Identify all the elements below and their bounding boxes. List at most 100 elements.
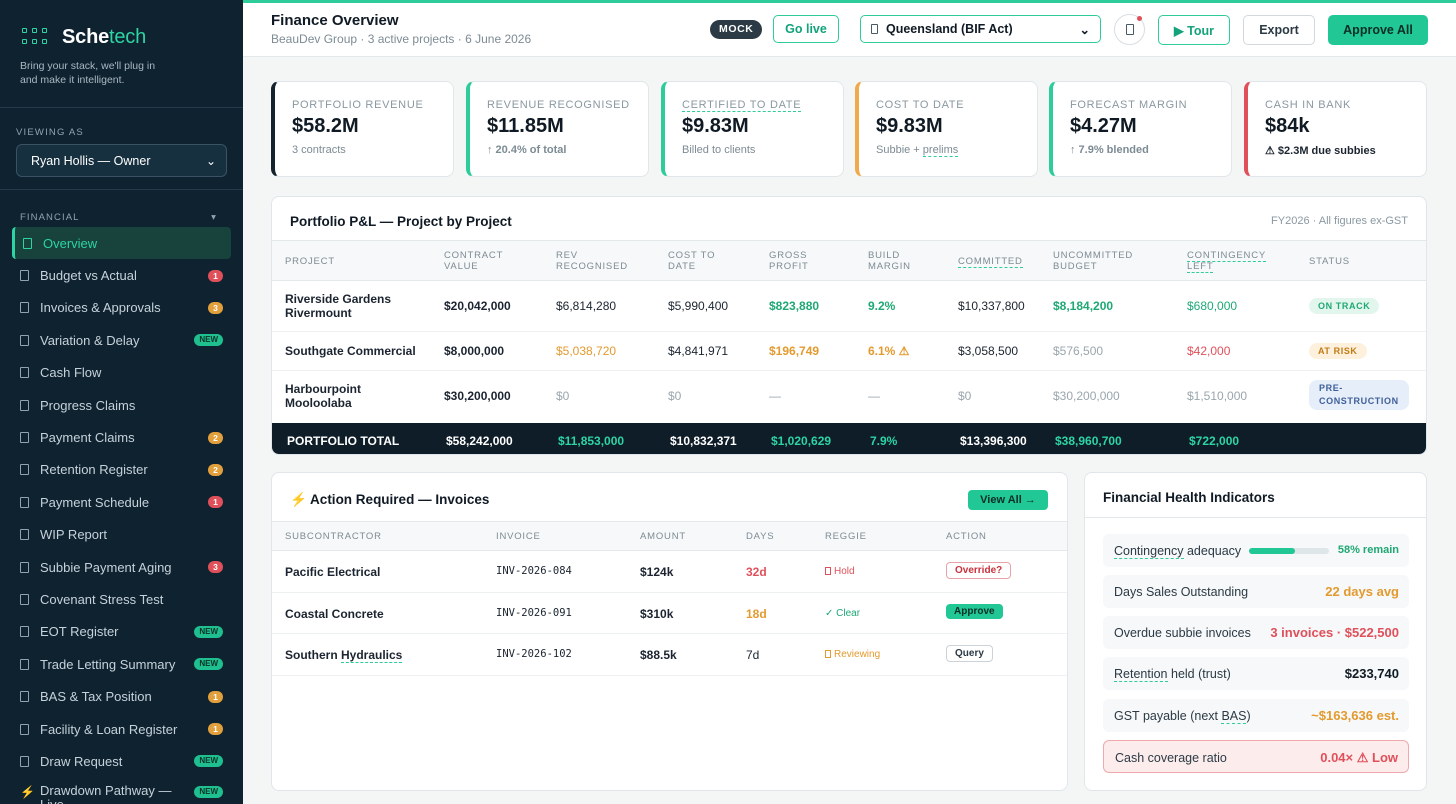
mock-badge: MOCK — [710, 20, 763, 39]
sidebar-item-invoices-approvals[interactable]: Invoices & Approvals 3 — [0, 292, 243, 324]
sidebar-item-variation-delay[interactable]: Variation & Delay NEW — [0, 324, 243, 356]
sidebar-item-wip-report[interactable]: WIP Report — [0, 519, 243, 551]
panel-title: ⚡ Action Required — Invoices — [290, 492, 490, 507]
sidebar: Schetech Bring your stack, we'll plug in… — [0, 0, 243, 804]
sidebar-item-draw-request[interactable]: Draw Request NEW — [0, 745, 243, 777]
page-icon — [20, 399, 29, 411]
brand[interactable]: Schetech — [0, 0, 243, 49]
tagline: Bring your stack, we'll plug in and make… — [20, 60, 156, 86]
health-contingency: Contingency adequacy 58% remain — [1103, 534, 1409, 567]
page-title: Finance Overview — [271, 12, 399, 29]
sidebar-item-budget-vs-actual[interactable]: Budget vs Actual 1 — [0, 259, 243, 291]
status-badge: PRE- CONSTRUCTION — [1309, 380, 1409, 410]
page-icon — [23, 237, 32, 249]
invoice-table: SUBCONTRACTOR INVOICE AMOUNT DAYS REGGIE… — [272, 521, 1067, 676]
health-cash-coverage: Cash coverage ratio 0.04× ⚠ Low — [1103, 740, 1409, 773]
top-bar: Finance Overview BeauDev Group · 3 activ… — [243, 0, 1456, 57]
chevron-down-icon: ⌄ — [1079, 22, 1090, 37]
kpi-cash-in-bank: CASH IN BANK $84k ⚠ $2.3M due subbies — [1244, 81, 1427, 177]
new-badge: NEW — [194, 334, 223, 347]
kpi-forecast-margin: FORECAST MARGIN $4.27M ↑ 7.9% blended — [1049, 81, 1232, 177]
approve-button[interactable]: Approve — [946, 603, 1003, 619]
page-icon — [20, 464, 29, 476]
sidebar-item-payment-claims[interactable]: Payment Claims 2 — [0, 421, 243, 453]
portfolio-pl-panel: Portfolio P&L — Project by Project FY202… — [271, 196, 1427, 455]
reviewing-icon — [825, 650, 831, 658]
table-header: SUBCONTRACTOR INVOICE AMOUNT DAYS REGGIE… — [272, 521, 1067, 551]
divider — [0, 107, 243, 108]
sidebar-item-trade-letting-summary[interactable]: Trade Letting Summary NEW — [0, 648, 243, 680]
page-icon — [20, 561, 29, 573]
sidebar-item-cash-flow[interactable]: Cash Flow — [0, 357, 243, 389]
panel-title: Financial Health Indicators — [1103, 490, 1275, 505]
sidebar-item-payment-schedule[interactable]: Payment Schedule 1 — [0, 486, 243, 518]
sidebar-item-covenant-stress-test[interactable]: Covenant Stress Test — [0, 583, 243, 615]
logo-icon — [22, 27, 50, 48]
kpi-certified-to-date: CERTIFIED TO DATE $9.83M Billed to clien… — [661, 81, 844, 177]
count-badge: 3 — [208, 301, 223, 314]
page-icon — [20, 302, 29, 314]
status-badge: AT RISK — [1309, 343, 1367, 359]
sidebar-item-overview[interactable]: Overview — [12, 227, 231, 260]
page-icon — [20, 270, 29, 282]
table-row[interactable]: Southern Hydraulics INV-2026-102 $88.5k … — [272, 634, 1067, 676]
viewing-as-label: VIEWING AS — [16, 127, 84, 138]
new-badge: NEW — [194, 658, 223, 671]
count-badge: 1 — [208, 723, 223, 736]
kpi-cost-to-date: COST TO DATE $9.83M Subbie + prelims — [855, 81, 1038, 177]
flag-icon — [871, 24, 878, 34]
collapse-icon: ▾ — [211, 212, 217, 223]
table-row[interactable]: Southgate Commercial $8,000,000 $5,038,7… — [272, 332, 1426, 371]
new-badge: NEW — [194, 755, 223, 768]
sidebar-item-bas-tax-position[interactable]: BAS & Tax Position 1 — [0, 680, 243, 712]
notifications-button[interactable] — [1114, 14, 1145, 45]
go-live-button[interactable]: Go live — [773, 15, 839, 43]
count-badge: 1 — [208, 496, 223, 509]
page-icon — [20, 496, 29, 508]
pl-table: PROJECT CONTRACT VALUE REV RECOGNISED COST… — [272, 240, 1426, 454]
notification-dot — [1137, 16, 1142, 21]
view-all-button[interactable]: View All → — [968, 490, 1048, 510]
health-retention: Retention held (trust) $233,740 — [1103, 657, 1409, 690]
viewing-as-select[interactable]: Ryan Hollis — Owner ⌄ — [16, 144, 227, 177]
table-row[interactable]: Coastal Concrete INV-2026-091 $310k 18d … — [272, 593, 1067, 634]
page-subtitle: BeauDev Group · 3 active projects · 6 Ju… — [271, 32, 532, 46]
export-button[interactable]: Export — [1243, 15, 1315, 45]
query-button[interactable]: Query — [946, 645, 993, 662]
table-row[interactable]: Riverside Gardens Rivermount $20,042,000 … — [272, 281, 1426, 332]
page-icon — [20, 658, 29, 670]
kpi-portfolio-revenue: PORTFOLIO REVENUE $58.2M 3 contracts — [271, 81, 454, 177]
health-overdue-invoices: Overdue subbie invoices 3 invoices · $52… — [1103, 616, 1409, 649]
financial-health-panel: Financial Health Indicators Contingency … — [1084, 472, 1427, 791]
page-icon — [20, 593, 29, 605]
status-badge: ON TRACK — [1309, 298, 1380, 314]
sidebar-item-eot-register[interactable]: EOT Register NEW — [0, 616, 243, 648]
page-icon — [20, 367, 29, 379]
new-badge: NEW — [194, 785, 223, 798]
contingency-progress — [1249, 548, 1329, 554]
sidebar-item-subbie-payment-aging[interactable]: Subbie Payment Aging 3 — [0, 551, 243, 583]
sidebar-item-retention-register[interactable]: Retention Register 2 — [0, 454, 243, 486]
count-badge: 2 — [208, 463, 223, 476]
page-icon — [20, 723, 29, 735]
tour-button[interactable]: ▶ Tour — [1158, 15, 1230, 45]
override-button[interactable]: Override? — [946, 562, 1012, 579]
sidebar-item-progress-claims[interactable]: Progress Claims — [0, 389, 243, 421]
chevron-down-icon: ⌄ — [205, 153, 216, 168]
section-financial[interactable]: FINANCIAL ▾ — [20, 212, 217, 223]
divider — [0, 189, 243, 190]
brand-name: Schetech — [62, 26, 147, 48]
region-select[interactable]: Queensland (BIF Act) ⌄ — [860, 15, 1101, 43]
table-row[interactable]: Harbourpoint Mooloolaba $30,200,000 $0 $0… — [272, 371, 1426, 423]
page-icon — [20, 529, 29, 541]
page-icon — [20, 334, 29, 346]
bell-icon — [1126, 24, 1134, 35]
hold-icon — [825, 567, 831, 575]
sidebar-item-facility-loan-register[interactable]: Facility & Loan Register 1 — [0, 713, 243, 745]
page-icon — [20, 691, 29, 703]
health-gst-payable: GST payable (next BAS) ~$163,636 est. — [1103, 699, 1409, 732]
table-row[interactable]: Pacific Electrical INV-2026-084 $124k 32… — [272, 551, 1067, 593]
approve-all-button[interactable]: Approve All — [1328, 15, 1428, 45]
sidebar-nav: Overview Budget vs Actual 1 Invoices & Ap… — [0, 227, 243, 804]
sidebar-item-drawdown-pathway[interactable]: ⚡Drawdown Pathway — LiveNEW — [0, 778, 243, 804]
